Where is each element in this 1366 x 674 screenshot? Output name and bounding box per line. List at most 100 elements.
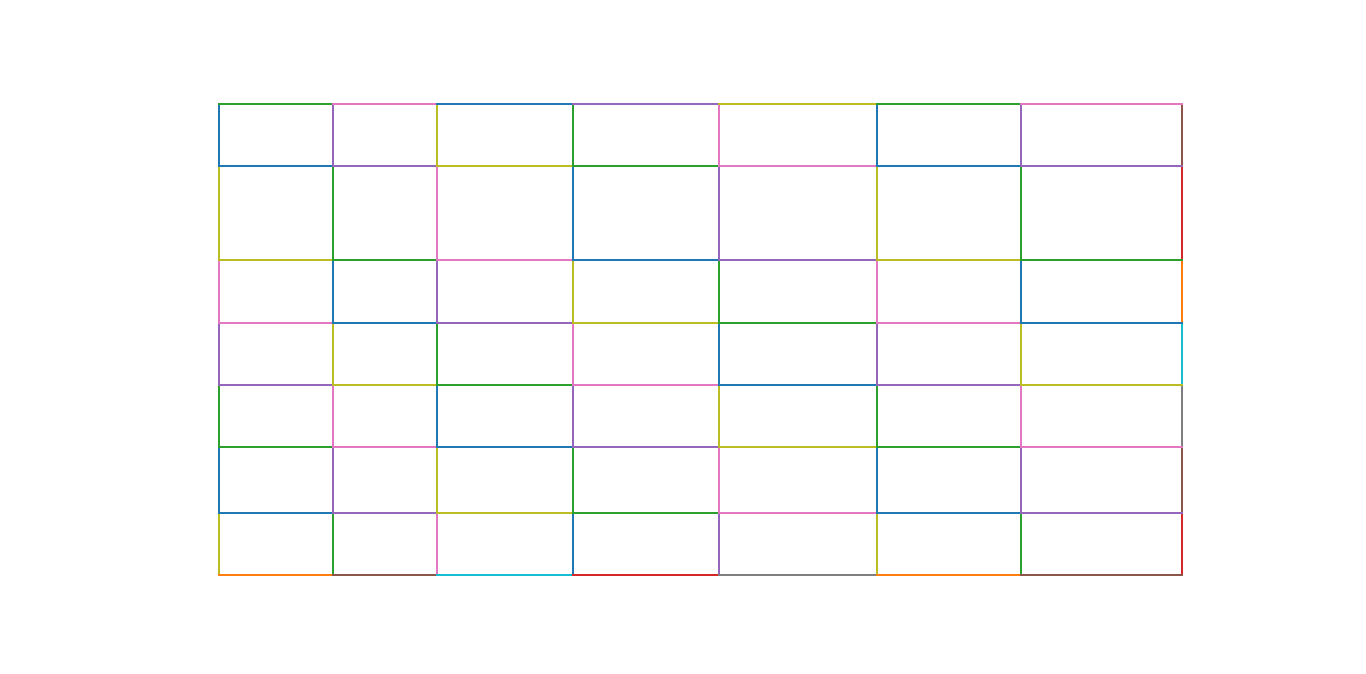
h-segment	[876, 446, 1022, 448]
v-segment	[718, 103, 720, 167]
h-segment	[1020, 103, 1183, 105]
v-segment	[1181, 446, 1183, 514]
h-segment	[436, 165, 574, 167]
h-segment	[436, 574, 574, 576]
v-segment	[572, 322, 574, 386]
v-segment	[876, 103, 878, 167]
v-segment	[718, 446, 720, 514]
v-segment	[876, 259, 878, 324]
v-segment	[436, 446, 438, 514]
h-segment	[218, 574, 334, 576]
h-segment	[572, 103, 720, 105]
v-segment	[332, 446, 334, 514]
v-segment	[218, 259, 220, 324]
v-segment	[218, 384, 220, 448]
h-segment	[876, 322, 1022, 324]
v-segment	[436, 165, 438, 261]
h-segment	[718, 322, 878, 324]
h-segment	[876, 259, 1022, 261]
v-segment	[332, 103, 334, 167]
v-segment	[718, 259, 720, 324]
v-segment	[332, 259, 334, 324]
h-segment	[332, 512, 438, 514]
h-segment	[876, 165, 1022, 167]
v-segment	[436, 259, 438, 324]
v-segment	[436, 103, 438, 167]
v-segment	[876, 512, 878, 576]
v-segment	[218, 165, 220, 261]
h-segment	[332, 574, 438, 576]
h-segment	[1020, 384, 1183, 386]
v-segment	[436, 384, 438, 448]
h-segment	[218, 446, 334, 448]
v-segment	[876, 165, 878, 261]
h-segment	[718, 512, 878, 514]
v-segment	[218, 446, 220, 514]
v-segment	[332, 322, 334, 386]
h-segment	[218, 384, 334, 386]
v-segment	[572, 259, 574, 324]
v-segment	[1181, 512, 1183, 576]
v-segment	[572, 512, 574, 576]
h-segment	[1020, 574, 1183, 576]
h-segment	[718, 384, 878, 386]
h-segment	[332, 259, 438, 261]
v-segment	[718, 165, 720, 261]
v-segment	[436, 512, 438, 576]
h-segment	[572, 446, 720, 448]
h-segment	[572, 165, 720, 167]
h-segment	[876, 574, 1022, 576]
v-segment	[1020, 322, 1022, 386]
h-segment	[718, 259, 878, 261]
h-segment	[572, 384, 720, 386]
h-segment	[436, 103, 574, 105]
h-segment	[572, 322, 720, 324]
h-segment	[876, 512, 1022, 514]
v-segment	[218, 512, 220, 576]
v-segment	[1020, 259, 1022, 324]
v-segment	[572, 446, 574, 514]
h-segment	[218, 512, 334, 514]
v-segment	[718, 512, 720, 576]
v-segment	[572, 103, 574, 167]
h-segment	[1020, 165, 1183, 167]
v-segment	[218, 103, 220, 167]
h-segment	[1020, 446, 1183, 448]
v-segment	[572, 165, 574, 261]
h-segment	[436, 446, 574, 448]
v-segment	[1020, 103, 1022, 167]
v-segment	[718, 384, 720, 448]
h-segment	[332, 322, 438, 324]
v-segment	[436, 322, 438, 386]
h-segment	[572, 512, 720, 514]
h-segment	[218, 322, 334, 324]
h-segment	[436, 512, 574, 514]
h-segment	[332, 103, 438, 105]
v-segment	[1181, 165, 1183, 261]
v-segment	[1181, 384, 1183, 448]
h-segment	[436, 322, 574, 324]
h-segment	[218, 259, 334, 261]
v-segment	[1181, 322, 1183, 386]
h-segment	[332, 165, 438, 167]
h-segment	[718, 165, 878, 167]
h-segment	[218, 165, 334, 167]
h-segment	[718, 446, 878, 448]
v-segment	[332, 165, 334, 261]
h-segment	[218, 103, 334, 105]
h-segment	[572, 574, 720, 576]
h-segment	[1020, 512, 1183, 514]
h-segment	[876, 384, 1022, 386]
v-segment	[218, 322, 220, 386]
h-segment	[1020, 259, 1183, 261]
h-segment	[572, 259, 720, 261]
v-segment	[1020, 446, 1022, 514]
v-segment	[1181, 103, 1183, 167]
v-segment	[718, 322, 720, 386]
v-segment	[1020, 384, 1022, 448]
v-segment	[876, 384, 878, 448]
v-segment	[332, 512, 334, 576]
h-segment	[1020, 322, 1183, 324]
v-segment	[876, 322, 878, 386]
